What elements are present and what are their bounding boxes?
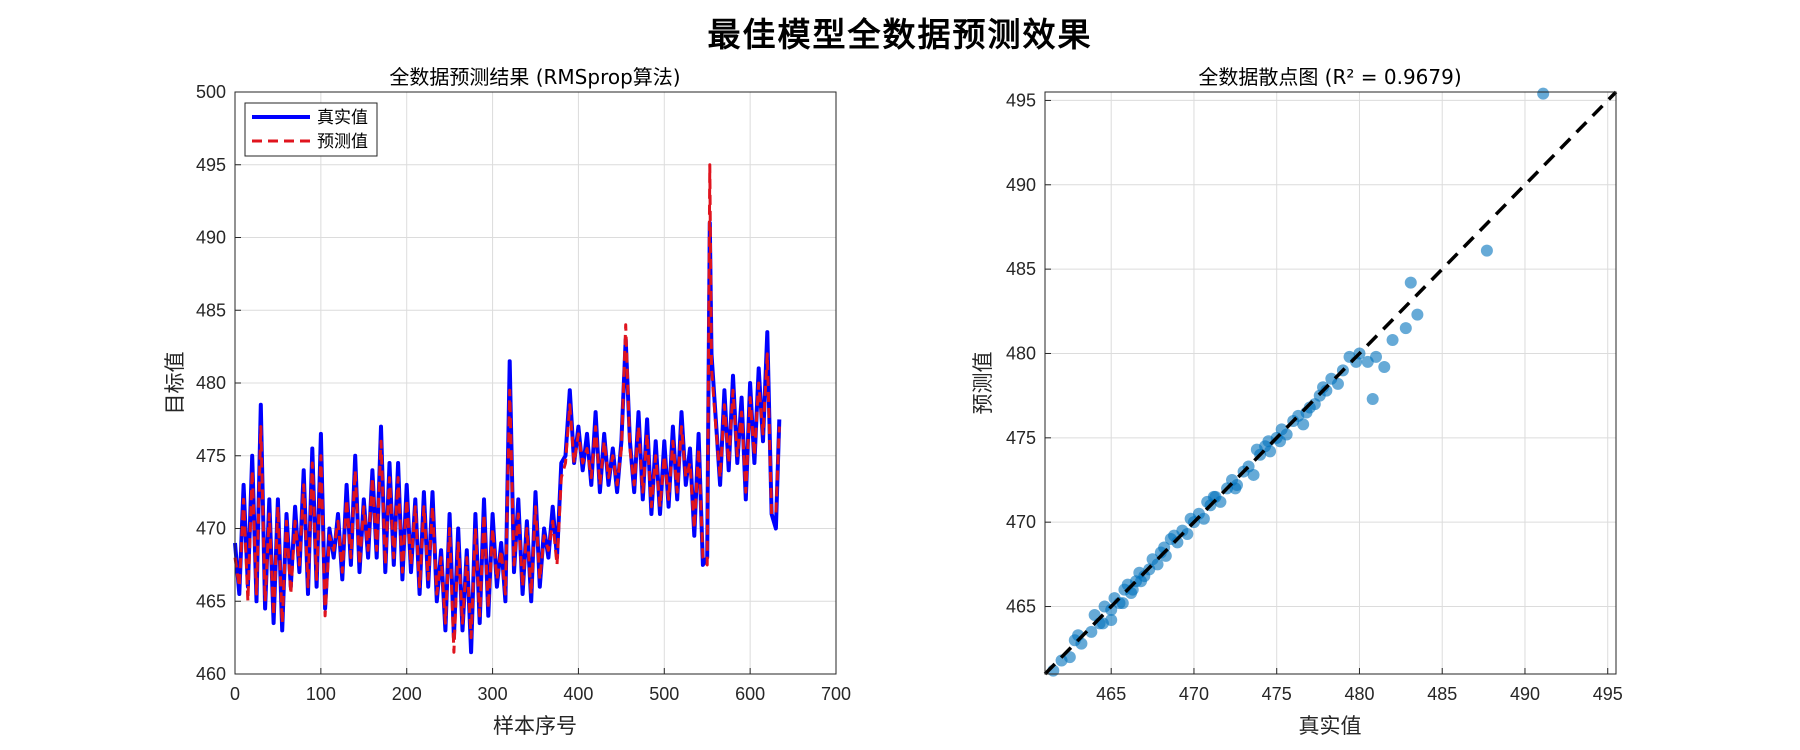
- line-chart-ytick-label: 475: [196, 446, 226, 466]
- scatter-chart-ytick-label: 495: [1006, 90, 1036, 110]
- scatter-chart-xtick-label: 465: [1096, 684, 1126, 704]
- scatter-point: [1068, 634, 1081, 647]
- scatter-point: [1134, 575, 1147, 588]
- scatter-chart-grid: [1045, 92, 1616, 674]
- scatter-point: [1331, 377, 1344, 390]
- scatter-chart-xtick-label: 480: [1344, 684, 1374, 704]
- scatter-chart-ytick-label: 475: [1006, 428, 1036, 448]
- line-chart-title: 全数据预测结果 (RMSprop算法): [389, 65, 680, 89]
- scatter-chart-ytick-label: 465: [1006, 597, 1036, 617]
- scatter-chart-xtick-label: 475: [1262, 684, 1292, 704]
- scatter-chart-xlabel: 真实值: [1299, 714, 1362, 738]
- line-chart-xtick-label: 400: [563, 684, 593, 704]
- scatter-point: [1264, 445, 1277, 458]
- scatter-point: [1366, 393, 1379, 406]
- line-chart-xtick-label: 200: [392, 684, 422, 704]
- page-title: 最佳模型全数据预测效果: [707, 15, 1093, 54]
- scatter-chart-ylabel: 预测值: [971, 352, 995, 415]
- line-chart-xtick-label: 600: [735, 684, 765, 704]
- line-chart-ytick-label: 485: [196, 300, 226, 320]
- scatter-point: [1378, 360, 1391, 373]
- reference-diagonal-line: [1043, 90, 1618, 676]
- scatter-chart-xtick-label: 490: [1510, 684, 1540, 704]
- legend-box: [244, 102, 378, 157]
- scatter-point: [1181, 527, 1194, 540]
- scatter-chart-xtick-label: 485: [1427, 684, 1457, 704]
- line-chart-series: [233, 163, 782, 655]
- scatter-point: [1537, 87, 1550, 100]
- scatter-point: [1480, 244, 1493, 257]
- line-chart-ytick-label: 480: [196, 373, 226, 393]
- scatter-point: [1105, 603, 1118, 616]
- scatter-point: [1151, 558, 1164, 571]
- scatter-chart-ytick-label: 485: [1006, 259, 1036, 279]
- series-line-pred: [233, 163, 781, 654]
- scatter-chart-ytick-label: 470: [1006, 512, 1036, 532]
- scatter-point: [1386, 333, 1399, 346]
- scatter-chart-ticks: 465 470 475 480 485 490 495 465 470 475 480 485 490 4…: [1006, 90, 1623, 704]
- scatter-point: [1247, 468, 1260, 481]
- line-chart: 0 100 200 300 400 500 600 700 460 465 470 475 480 485…: [163, 65, 851, 738]
- line-chart-ytick-label: 490: [196, 228, 226, 248]
- scatter-chart-xtick-label: 470: [1179, 684, 1209, 704]
- line-chart-legend: 真实值 预测值: [244, 102, 378, 157]
- scatter-point: [1085, 625, 1098, 638]
- scatter-point: [1105, 614, 1118, 627]
- line-chart-xtick-label: 100: [306, 684, 336, 704]
- scatter-point: [1317, 381, 1330, 394]
- scatter-point: [1411, 308, 1424, 321]
- line-chart-xtick-label: 300: [478, 684, 508, 704]
- scatter-point: [1404, 276, 1417, 289]
- scatter-chart: 465 470 475 480 485 490 495 465 470 475 480 485 490 4…: [971, 65, 1623, 738]
- scatter-chart-frame: [1044, 91, 1617, 675]
- scatter-point: [1370, 350, 1383, 363]
- line-chart-xtick-label: 0: [230, 684, 240, 704]
- line-chart-ytick-label: 465: [196, 591, 226, 611]
- scatter-chart-ytick-label: 480: [1006, 343, 1036, 363]
- line-chart-ytick-label: 495: [196, 155, 226, 175]
- line-chart-ylabel: 目标值: [163, 352, 187, 415]
- scatter-point: [1399, 322, 1412, 335]
- scatter-point: [1197, 512, 1210, 525]
- scatter-chart-ytick-label: 490: [1006, 175, 1036, 195]
- scatter-chart-points: [1043, 87, 1618, 677]
- line-chart-xtick-label: 500: [649, 684, 679, 704]
- scatter-point: [1297, 418, 1310, 431]
- legend-label-true: 真实值: [317, 108, 368, 128]
- legend-label-pred: 预测值: [317, 132, 368, 152]
- line-chart-ytick-label: 470: [196, 519, 226, 539]
- line-chart-xlabel: 样本序号: [493, 714, 577, 738]
- scatter-chart-xtick-label: 495: [1593, 684, 1623, 704]
- line-chart-ticks: 0 100 200 300 400 500 600 700 460 465 470 475 480 485…: [196, 82, 851, 704]
- line-chart-ytick-label: 460: [196, 664, 226, 684]
- scatter-chart-title: 全数据散点图 (R² = 0.9679): [1198, 65, 1461, 89]
- line-chart-ytick-label: 500: [196, 82, 226, 102]
- line-chart-xtick-label: 700: [821, 684, 851, 704]
